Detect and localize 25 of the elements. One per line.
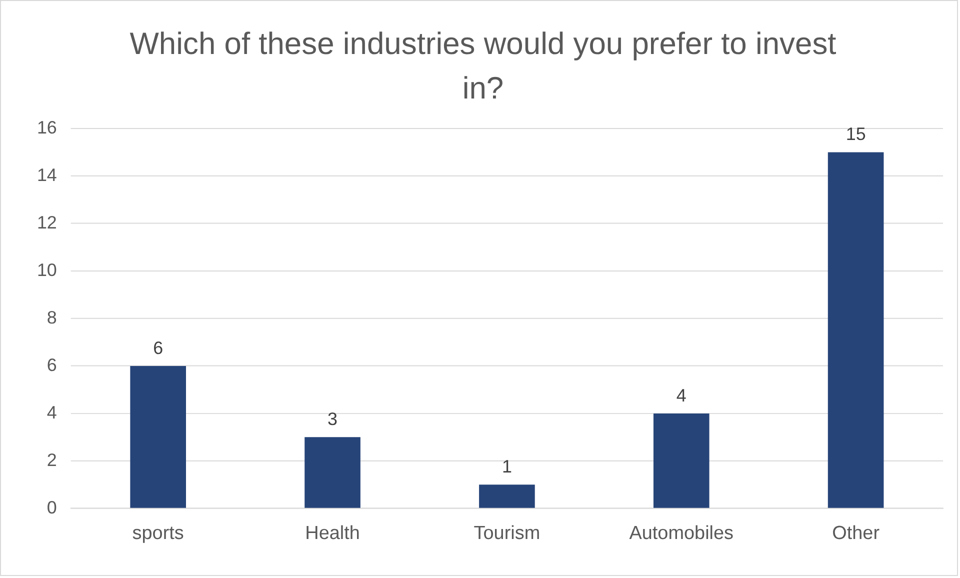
y-tick-label: 0: [46, 497, 57, 518]
data-label: 6: [153, 338, 164, 358]
y-tick-label: 4: [46, 402, 57, 422]
bar: [130, 366, 186, 508]
y-tick-label: 6: [46, 354, 57, 375]
bar: [304, 437, 360, 508]
x-tick-label: sports: [132, 522, 184, 544]
data-label: 1: [502, 456, 512, 477]
y-tick-label: 10: [36, 260, 57, 280]
data-label: 3: [328, 409, 338, 430]
bar: [828, 152, 884, 508]
x-tick-label: Health: [305, 522, 360, 544]
y-tick-label: 8: [46, 307, 57, 328]
bar: [479, 484, 535, 508]
y-tick-label: 16: [36, 117, 57, 138]
bar: [653, 413, 710, 508]
chart-title: Which of these industries would you prefer to invest in?: [130, 26, 837, 106]
x-tick-label: Other: [832, 522, 880, 544]
y-tick-label: 2: [46, 450, 57, 470]
x-tick-label: Automobiles: [629, 522, 734, 544]
y-tick-label: 14: [36, 164, 57, 185]
data-label: 15: [846, 124, 866, 144]
data-label: 4: [676, 385, 686, 406]
y-tick-label: 12: [36, 212, 57, 232]
x-tick-label: Tourism: [474, 522, 540, 544]
